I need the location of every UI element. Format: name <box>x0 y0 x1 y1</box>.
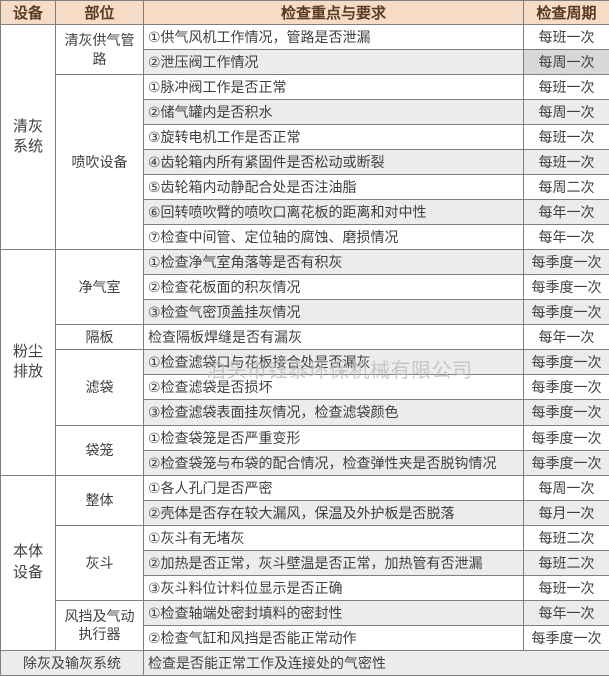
period-cell: 每年一次 <box>523 599 609 626</box>
table-row: ③旋转电机工作是否正常 每班一次 <box>1 124 609 151</box>
footer-item-cell: 检查是否能正常工作及连接处的气密性 <box>143 649 609 676</box>
item-cell: ①检查滤袋口与花板接合处是否漏灰 <box>143 349 524 376</box>
table-row: 喷吹设备 ①脉冲阀工作是否正常 每班一次 <box>1 74 609 251</box>
table-row: 灰斗 ①灰斗有无堵灰 每班二次 <box>1 524 609 601</box>
period-cell: 每年一次 <box>523 224 609 251</box>
part-cell: 灰斗 <box>55 524 144 601</box>
period-cell: 每季度一次 <box>523 624 609 651</box>
item-cell: ①各人孔门是否严密 <box>143 474 524 501</box>
item-cell: ②检查气缸和风挡是否能正常动作 <box>143 624 524 651</box>
table-row: ②泄压阀工作情况 每周一次 <box>1 49 609 76</box>
period-cell: 每班一次 <box>523 149 609 176</box>
item-cell: ②储气罐内是否积水 <box>143 99 524 126</box>
table-row: ②加热是否正常，灰斗壁温是否正常，加热管有否泄漏 每班二次 <box>1 549 609 576</box>
item-cell: ③灰斗料位计料位显示是否正确 <box>143 574 524 601</box>
period-cell: 每年一次 <box>523 324 609 351</box>
period-cell: 每季度一次 <box>523 424 609 451</box>
item-cell: ①供气风机工作情况，管路是否泄漏 <box>143 23 524 51</box>
period-cell: 每年一次 <box>523 199 609 226</box>
part-cell: 袋笼 <box>55 424 144 476</box>
item-cell: ⑤齿轮箱内动静配合处是否注油脂 <box>143 174 524 201</box>
item-cell: ①检查袋笼是否严重变形 <box>143 424 524 451</box>
period-cell: 每班一次 <box>523 574 609 601</box>
table-row: 粉尘排放 净气室 ①检查净气室角落等是否有积灰 每季度一次 <box>0 249 609 476</box>
table-row: ②检查袋笼与布袋的配合情况，检查弹性夹是否脱钩情况 每季度一次 <box>1 449 609 476</box>
item-cell: ②壳体是否存在较大漏风，保温及外护板是否脱落 <box>143 499 524 526</box>
item-cell: 检查隔板焊缝是否有漏灰 <box>143 324 524 351</box>
header-part: 部位 <box>55 0 144 25</box>
period-cell: 每季度一次 <box>523 399 609 426</box>
part-cell: 风挡及气动执行器 <box>55 599 144 651</box>
table-row: ③检查滤袋表面挂灰情况，检查滤袋颜色 每季度一次 <box>1 399 609 426</box>
part-cell: 整体 <box>55 474 144 526</box>
part-cell: 喷吹设备 <box>55 74 144 251</box>
item-cell: ⑥回转喷吹臂的喷吹口离花板的距离和对中性 <box>143 199 524 226</box>
item-cell: ②泄压阀工作情况 <box>143 49 524 76</box>
period-cell: 每班二次 <box>523 524 609 551</box>
period-cell: 每周一次 <box>523 99 609 126</box>
footer-system-cell: 除灰及输灰系统 <box>0 649 144 676</box>
item-cell: ③旋转电机工作是否正常 <box>143 124 524 151</box>
item-cell: ④齿轮箱内所有紧固件是否松动或断裂 <box>143 149 524 176</box>
table-row: ③灰斗料位计料位显示是否正确 每班一次 <box>1 574 609 601</box>
table-body: 清灰系统 清灰供气管路 ①供气风机工作情况，管路是否泄漏 每班一次 ②泄压阀工作情况 每周… <box>0 23 609 676</box>
device-cell: 清灰系统 <box>0 23 56 251</box>
part-cell: 隔板 <box>55 324 144 351</box>
item-cell: ②检查袋笼与布袋的配合情况，检查弹性夹是否脱钩情况 <box>143 449 524 476</box>
table-row: 除灰及输灰系统 检查是否能正常工作及连接处的气密性 <box>0 649 609 676</box>
part-cell: 滤袋 <box>55 349 144 426</box>
table-row: 风挡及气动执行器 ①检查轴端处密封填料的密封性 每年一次 <box>1 599 609 651</box>
header-row: 设备 部位 检查重点与要求 检查周期 <box>0 0 609 25</box>
item-cell: ⑦检查中间管、定位轴的腐蚀、磨损情况 <box>143 224 524 251</box>
period-cell: 每季度一次 <box>523 374 609 401</box>
table-row: ⑤齿轮箱内动静配合处是否注油脂 每周二次 <box>1 174 609 201</box>
period-cell: 每班一次 <box>523 124 609 151</box>
period-cell: 每班二次 <box>523 549 609 576</box>
item-cell: ②检查花板面的积灰情况 <box>143 274 524 301</box>
table-row: ④齿轮箱内所有紧固件是否松动或断裂 每班一次 <box>1 149 609 176</box>
table-row: ②检查气缸和风挡是否能正常动作 每季度一次 <box>1 624 609 651</box>
period-cell: 每周一次 <box>523 474 609 501</box>
header-device: 设备 <box>0 0 56 25</box>
item-cell: ①检查轴端处密封填料的密封性 <box>143 599 524 626</box>
header-period: 检查周期 <box>523 0 609 25</box>
item-cell: ②加热是否正常，灰斗壁温是否正常，加热管有否泄漏 <box>143 549 524 576</box>
item-cell: ①检查净气室角落等是否有积灰 <box>143 249 524 276</box>
table-row: 清灰系统 清灰供气管路 ①供气风机工作情况，管路是否泄漏 每班一次 <box>0 23 609 251</box>
header-inspection-focus: 检查重点与要求 <box>143 0 524 25</box>
period-cell: 每季度一次 <box>523 299 609 326</box>
period-cell: 每月一次 <box>523 499 609 526</box>
period-cell: 每班一次 <box>523 23 609 51</box>
table-header: 设备 部位 检查重点与要求 检查周期 <box>0 0 609 25</box>
period-cell: 每季度一次 <box>523 274 609 301</box>
table-row: 隔板 检查隔板焊缝是否有漏灰 每年一次 <box>1 324 609 351</box>
table-row: 本体设备 整体 ①各人孔门是否严密 每周一次 <box>0 474 609 651</box>
part-cell: 净气室 <box>55 249 144 326</box>
table-row: 袋笼 ①检查袋笼是否严重变形 每季度一次 <box>1 424 609 476</box>
device-cell: 本体设备 <box>0 474 56 651</box>
period-cell: 每周一次 <box>523 49 609 76</box>
period-cell: 每班一次 <box>523 74 609 101</box>
item-cell: ①脉冲阀工作是否正常 <box>143 74 524 101</box>
device-cell: 粉尘排放 <box>0 249 56 476</box>
table-row: 滤袋 ①检查滤袋口与花板接合处是否漏灰 每季度一次 <box>1 349 609 426</box>
table-row: ⑦检查中间管、定位轴的腐蚀、磨损情况 每年一次 <box>1 224 609 251</box>
period-cell: 每季度一次 <box>523 349 609 376</box>
table-row: ②检查滤袋是否损坏 每季度一次 <box>1 374 609 401</box>
table-row: ⑥回转喷吹臂的喷吹口离花板的距离和对中性 每年一次 <box>1 199 609 226</box>
period-cell: 每周二次 <box>523 174 609 201</box>
item-cell: ②检查滤袋是否损坏 <box>143 374 524 401</box>
item-cell: ①灰斗有无堵灰 <box>143 524 524 551</box>
table-row: ③检查气密顶盖挂灰情况 每季度一次 <box>1 299 609 326</box>
period-cell: 每季度一次 <box>523 249 609 276</box>
item-cell: ③检查气密顶盖挂灰情况 <box>143 299 524 326</box>
period-cell: 每季度一次 <box>523 449 609 476</box>
item-cell: ③检查滤袋表面挂灰情况，检查滤袋颜色 <box>143 399 524 426</box>
part-cell: 清灰供气管路 <box>55 23 144 76</box>
